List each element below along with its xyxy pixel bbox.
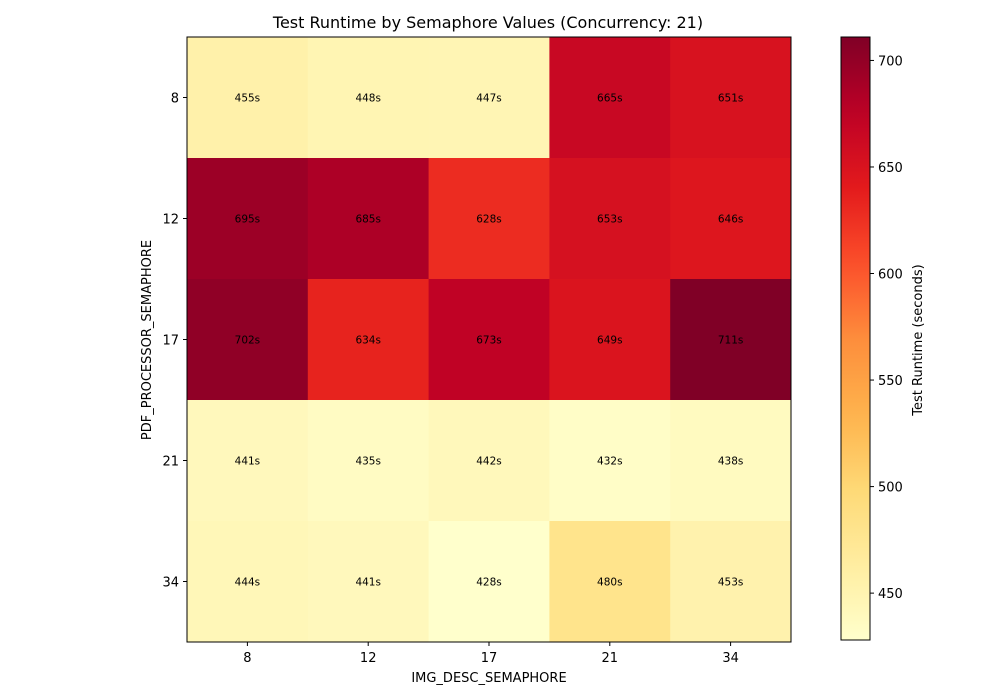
y-axis-label: PDF_PROCESSOR_SEMAPHORE <box>140 240 155 440</box>
heatmap-cell <box>549 521 671 643</box>
cell-value-label: 448s <box>355 93 381 105</box>
colorbar-tick-label: 600 <box>878 268 903 283</box>
y-tick-label: 17 <box>162 334 179 349</box>
cell-value-label: 665s <box>597 93 623 105</box>
colorbar-tick-label: 650 <box>878 161 903 176</box>
cell-value-label: 695s <box>235 214 261 226</box>
colorbar-tick-label: 450 <box>878 587 903 602</box>
cell-value-label: 685s <box>355 214 381 226</box>
heatmap-cell <box>670 158 792 280</box>
heatmap-cell <box>549 400 671 522</box>
cell-value-label: 653s <box>597 214 623 226</box>
x-tick-label: 21 <box>602 651 619 666</box>
heatmap-cell <box>549 37 671 159</box>
heatmap-cell <box>187 37 309 159</box>
heatmap-cell <box>549 279 671 401</box>
colorbar-tick-label: 700 <box>878 54 903 69</box>
colorbar-tick-label: 550 <box>878 374 903 389</box>
heatmap-cell <box>428 279 550 401</box>
heatmap-cell <box>307 521 430 643</box>
chart-title: Test Runtime by Semaphore Values (Concur… <box>272 13 703 32</box>
cell-value-label: 441s <box>235 456 261 468</box>
y-axis-ticks: 8 12 17 21 34 <box>162 92 187 591</box>
heatmap-cell <box>187 279 309 401</box>
cell-value-label: 634s <box>355 335 381 347</box>
x-tick-label: 12 <box>360 651 377 666</box>
heatmap-cell <box>187 521 309 643</box>
heatmap-cells: 455s 448s 447s 665s 651s 695s 685s 628s 653s 646s… <box>187 37 792 643</box>
cell-value-label: 447s <box>476 93 502 105</box>
x-axis-ticks: 8 12 17 21 34 <box>243 642 739 666</box>
heatmap-cell <box>187 400 309 522</box>
heatmap-cell <box>670 521 792 643</box>
cell-value-label: 651s <box>718 93 744 105</box>
colorbar-ticks: 450 500 550 600 650 700 <box>870 54 903 602</box>
cell-value-label: 455s <box>235 93 261 105</box>
heatmap-cell <box>307 279 430 401</box>
y-tick-label: 34 <box>162 576 179 591</box>
colorbar-label: Test Runtime (seconds) <box>911 264 926 416</box>
x-tick-label: 8 <box>243 651 251 666</box>
heatmap-cell <box>428 158 550 280</box>
y-tick-label: 8 <box>171 92 179 107</box>
cell-value-label: 435s <box>355 456 381 468</box>
cell-value-label: 441s <box>355 577 381 589</box>
cell-value-label: 442s <box>476 456 502 468</box>
heatmap-cell <box>428 521 550 643</box>
cell-value-label: 428s <box>476 577 502 589</box>
cell-value-label: 649s <box>597 335 623 347</box>
heatmap-cell <box>670 279 792 401</box>
colorbar-tick-label: 500 <box>878 481 903 496</box>
heatmap-cell <box>307 400 430 522</box>
cell-value-label: 646s <box>718 214 744 226</box>
heatmap-cell <box>307 37 430 159</box>
cell-value-label: 444s <box>235 577 261 589</box>
x-tick-label: 34 <box>722 651 739 666</box>
y-tick-label: 21 <box>162 455 179 470</box>
cell-value-label: 702s <box>235 335 261 347</box>
cell-value-label: 628s <box>476 214 502 226</box>
cell-value-label: 438s <box>718 456 744 468</box>
cell-value-label: 711s <box>718 335 744 347</box>
cell-value-label: 480s <box>597 577 623 589</box>
heatmap-cell <box>670 400 792 522</box>
cell-value-label: 432s <box>597 456 623 468</box>
x-axis-label: IMG_DESC_SEMAPHORE <box>411 671 566 686</box>
heatmap-cell <box>307 158 430 280</box>
colorbar <box>840 36 871 641</box>
heatmap-cell <box>428 37 550 159</box>
cell-value-label: 453s <box>718 577 744 589</box>
heatmap-cell <box>428 400 550 522</box>
cell-value-label: 673s <box>476 335 502 347</box>
heatmap-cell <box>549 158 671 280</box>
heatmap-cell <box>670 37 792 159</box>
x-tick-label: 17 <box>481 651 498 666</box>
heatmap-cell <box>187 158 309 280</box>
y-tick-label: 12 <box>162 213 179 228</box>
